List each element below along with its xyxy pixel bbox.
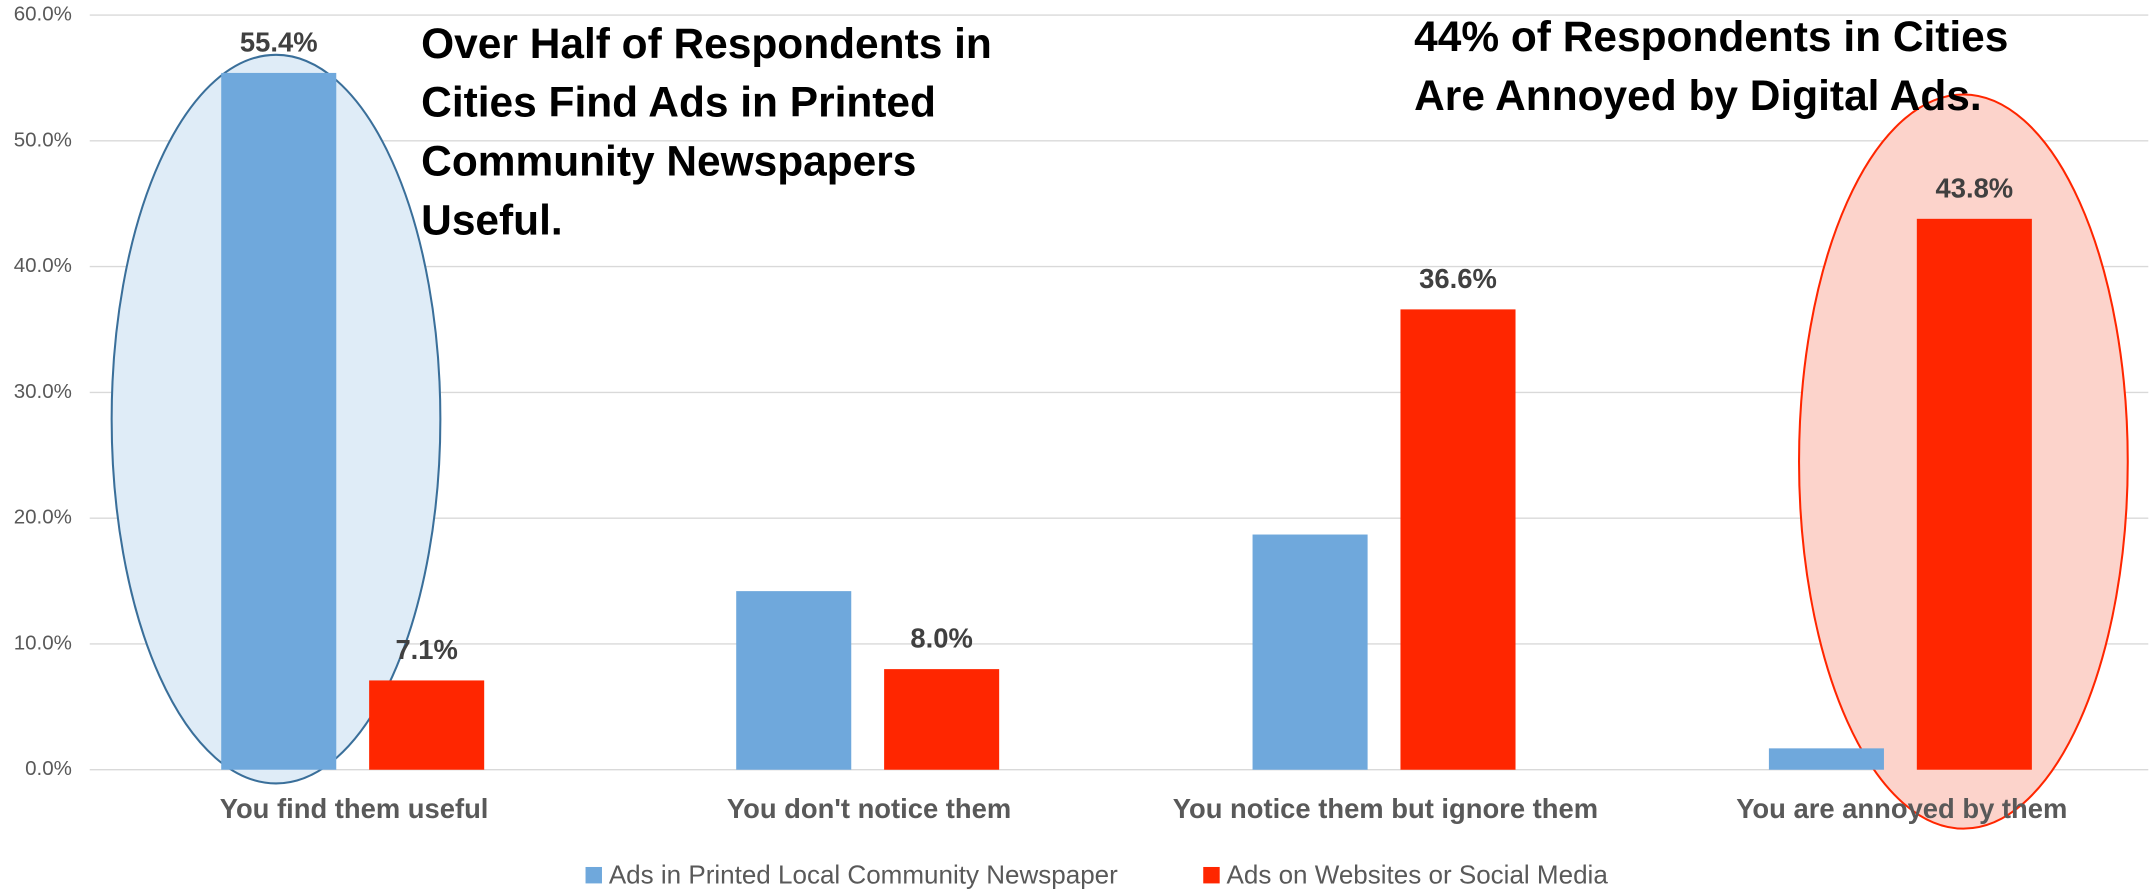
bar	[1768, 748, 1884, 770]
legend-label: Ads in Printed Local Community Newspaper	[609, 859, 1118, 889]
y-tick-label: 60.0%	[14, 2, 72, 25]
grid: 0.0% 10.0% 20.0% 30.0% 40.0% 50.0% 60.0%	[14, 2, 2149, 780]
bar	[221, 72, 337, 770]
y-tick-label: 40.0%	[14, 254, 72, 277]
annotation: 44% of Respondents in Cities	[1414, 13, 2008, 60]
bar	[736, 591, 852, 770]
labels: You find them useful 55.4% 7.1% You don't n…	[220, 13, 2068, 890]
x-tick-label: You find them useful	[220, 793, 489, 824]
bar	[1400, 309, 1516, 770]
y-tick-label: 30.0%	[14, 380, 72, 403]
data-label: 7.1%	[395, 634, 457, 665]
bar	[1916, 218, 2032, 770]
y-tick-label: 10.0%	[14, 631, 72, 654]
y-tick-label: 50.0%	[14, 128, 72, 151]
legend-swatch	[1203, 866, 1220, 884]
data-label: 36.6%	[1419, 263, 1497, 294]
y-tick-label: 20.0%	[14, 506, 72, 529]
x-tick-label: You don't notice them	[727, 793, 1011, 824]
legend-swatch	[585, 866, 602, 884]
annotation: Cities Find Ads in Printed	[421, 79, 936, 126]
legend-label: Ads on Websites or Social Media	[1227, 859, 1609, 889]
bar	[884, 669, 1000, 770]
data-label: 55.4%	[240, 26, 318, 57]
bar	[369, 680, 485, 770]
x-tick-label: You notice them but ignore them	[1173, 793, 1598, 824]
annotation: Community Newspapers	[421, 138, 916, 185]
x-tick-label: You are annoyed by them	[1736, 793, 2067, 824]
annotation: Over Half of Respondents in	[421, 20, 992, 67]
bar	[1252, 534, 1368, 770]
data-label: 43.8%	[1936, 172, 2014, 203]
annotation: Useful.	[421, 196, 563, 243]
annotation: Are Annoyed by Digital Ads.	[1414, 72, 1981, 119]
data-label: 8.0%	[910, 623, 972, 654]
y-tick-label: 0.0%	[25, 757, 72, 780]
bars	[221, 72, 2032, 770]
